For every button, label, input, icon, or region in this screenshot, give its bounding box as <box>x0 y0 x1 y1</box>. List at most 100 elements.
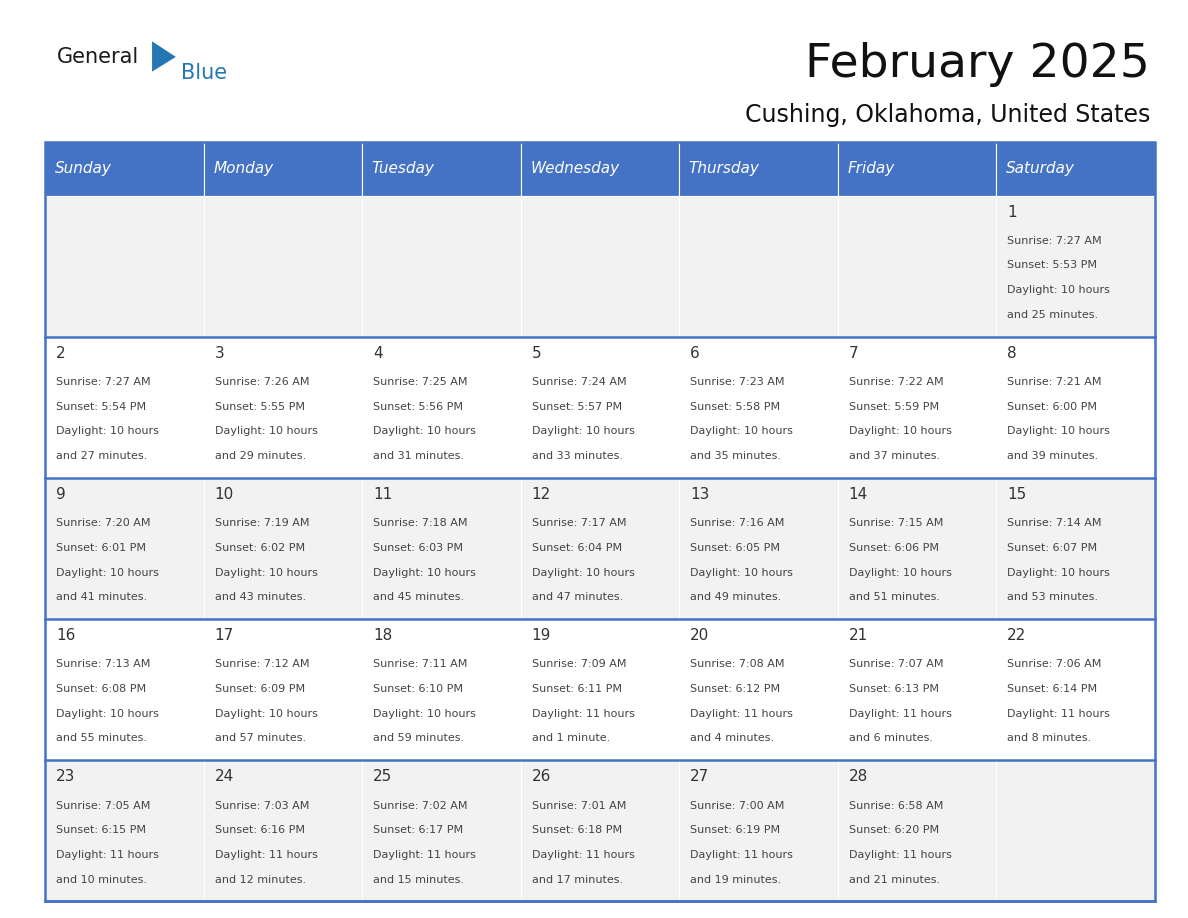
FancyBboxPatch shape <box>203 196 362 337</box>
Text: 9: 9 <box>56 487 67 502</box>
Text: and 31 minutes.: and 31 minutes. <box>373 451 465 461</box>
Text: 6: 6 <box>690 346 700 361</box>
FancyBboxPatch shape <box>680 142 838 196</box>
FancyBboxPatch shape <box>838 760 997 901</box>
Text: Sunrise: 7:17 AM: Sunrise: 7:17 AM <box>532 518 626 528</box>
Text: 10: 10 <box>215 487 234 502</box>
Text: February 2025: February 2025 <box>805 41 1150 87</box>
FancyBboxPatch shape <box>362 619 520 760</box>
Text: Daylight: 11 hours: Daylight: 11 hours <box>1007 709 1111 719</box>
Text: Sunrise: 7:16 AM: Sunrise: 7:16 AM <box>690 518 784 528</box>
Text: 2: 2 <box>56 346 65 361</box>
Text: and 43 minutes.: and 43 minutes. <box>215 592 305 602</box>
Text: Saturday: Saturday <box>1006 162 1075 176</box>
Text: Daylight: 11 hours: Daylight: 11 hours <box>373 850 476 860</box>
Text: and 21 minutes.: and 21 minutes. <box>848 875 940 885</box>
Text: Sunset: 6:14 PM: Sunset: 6:14 PM <box>1007 684 1098 694</box>
Text: and 19 minutes.: and 19 minutes. <box>690 875 782 885</box>
FancyBboxPatch shape <box>997 619 1155 760</box>
Text: 23: 23 <box>56 769 76 785</box>
FancyBboxPatch shape <box>203 337 362 478</box>
Text: Sunset: 5:53 PM: Sunset: 5:53 PM <box>1007 261 1098 271</box>
Text: Sunrise: 7:26 AM: Sunrise: 7:26 AM <box>215 377 309 387</box>
Text: 1: 1 <box>1007 205 1017 219</box>
FancyBboxPatch shape <box>520 196 680 337</box>
Text: and 51 minutes.: and 51 minutes. <box>848 592 940 602</box>
Text: Sunset: 6:04 PM: Sunset: 6:04 PM <box>532 543 621 553</box>
Text: 21: 21 <box>848 628 868 644</box>
Text: Sunrise: 7:13 AM: Sunrise: 7:13 AM <box>56 659 151 669</box>
Text: Sunset: 6:20 PM: Sunset: 6:20 PM <box>848 825 939 835</box>
Text: Sunrise: 7:19 AM: Sunrise: 7:19 AM <box>215 518 309 528</box>
Text: Daylight: 10 hours: Daylight: 10 hours <box>1007 567 1111 577</box>
Text: and 4 minutes.: and 4 minutes. <box>690 733 775 744</box>
Text: and 12 minutes.: and 12 minutes. <box>215 875 305 885</box>
Text: Sunset: 6:03 PM: Sunset: 6:03 PM <box>373 543 463 553</box>
Text: Sunrise: 7:27 AM: Sunrise: 7:27 AM <box>1007 236 1102 246</box>
Text: Blue: Blue <box>181 62 227 83</box>
FancyBboxPatch shape <box>45 196 203 337</box>
Text: Sunrise: 7:05 AM: Sunrise: 7:05 AM <box>56 800 151 811</box>
Text: Sunset: 5:55 PM: Sunset: 5:55 PM <box>215 402 305 411</box>
FancyBboxPatch shape <box>997 760 1155 901</box>
Text: Sunset: 6:11 PM: Sunset: 6:11 PM <box>532 684 621 694</box>
Text: and 6 minutes.: and 6 minutes. <box>848 733 933 744</box>
Text: Sunset: 6:17 PM: Sunset: 6:17 PM <box>373 825 463 835</box>
Text: and 35 minutes.: and 35 minutes. <box>690 451 782 461</box>
Text: 12: 12 <box>532 487 551 502</box>
Text: and 39 minutes.: and 39 minutes. <box>1007 451 1099 461</box>
FancyBboxPatch shape <box>362 337 520 478</box>
Text: Wednesday: Wednesday <box>530 162 619 176</box>
Text: and 33 minutes.: and 33 minutes. <box>532 451 623 461</box>
Text: and 59 minutes.: and 59 minutes. <box>373 733 465 744</box>
Text: 7: 7 <box>848 346 859 361</box>
Text: 24: 24 <box>215 769 234 785</box>
Text: and 55 minutes.: and 55 minutes. <box>56 733 147 744</box>
FancyBboxPatch shape <box>520 619 680 760</box>
Text: and 57 minutes.: and 57 minutes. <box>215 733 305 744</box>
FancyBboxPatch shape <box>997 478 1155 619</box>
Text: Sunrise: 7:25 AM: Sunrise: 7:25 AM <box>373 377 468 387</box>
Text: Sunrise: 7:22 AM: Sunrise: 7:22 AM <box>848 377 943 387</box>
Text: Daylight: 10 hours: Daylight: 10 hours <box>56 426 159 436</box>
Text: Daylight: 10 hours: Daylight: 10 hours <box>532 567 634 577</box>
Text: 19: 19 <box>532 628 551 644</box>
Text: Daylight: 10 hours: Daylight: 10 hours <box>848 567 952 577</box>
Text: 14: 14 <box>848 487 868 502</box>
Text: Daylight: 10 hours: Daylight: 10 hours <box>56 709 159 719</box>
Text: and 15 minutes.: and 15 minutes. <box>373 875 465 885</box>
FancyBboxPatch shape <box>45 337 203 478</box>
FancyBboxPatch shape <box>45 142 203 196</box>
Text: Daylight: 10 hours: Daylight: 10 hours <box>1007 426 1111 436</box>
Text: Cushing, Oklahoma, United States: Cushing, Oklahoma, United States <box>745 103 1150 127</box>
Text: Sunset: 6:09 PM: Sunset: 6:09 PM <box>215 684 305 694</box>
FancyBboxPatch shape <box>838 337 997 478</box>
Text: Sunset: 5:59 PM: Sunset: 5:59 PM <box>848 402 939 411</box>
Text: Daylight: 10 hours: Daylight: 10 hours <box>690 567 794 577</box>
Text: Sunrise: 7:06 AM: Sunrise: 7:06 AM <box>1007 659 1101 669</box>
Text: Daylight: 10 hours: Daylight: 10 hours <box>848 426 952 436</box>
Text: Sunrise: 7:02 AM: Sunrise: 7:02 AM <box>373 800 468 811</box>
Text: Thursday: Thursday <box>689 162 759 176</box>
Text: and 53 minutes.: and 53 minutes. <box>1007 592 1099 602</box>
Text: and 27 minutes.: and 27 minutes. <box>56 451 147 461</box>
Text: Sunset: 6:16 PM: Sunset: 6:16 PM <box>215 825 305 835</box>
Text: Daylight: 10 hours: Daylight: 10 hours <box>56 567 159 577</box>
Text: 26: 26 <box>532 769 551 785</box>
FancyBboxPatch shape <box>838 196 997 337</box>
Text: and 25 minutes.: and 25 minutes. <box>1007 310 1099 319</box>
FancyBboxPatch shape <box>362 760 520 901</box>
FancyBboxPatch shape <box>45 619 203 760</box>
Text: Sunrise: 7:11 AM: Sunrise: 7:11 AM <box>373 659 468 669</box>
Text: 13: 13 <box>690 487 709 502</box>
Text: Sunrise: 7:27 AM: Sunrise: 7:27 AM <box>56 377 151 387</box>
FancyBboxPatch shape <box>520 478 680 619</box>
Text: 3: 3 <box>215 346 225 361</box>
Text: Sunset: 6:15 PM: Sunset: 6:15 PM <box>56 825 146 835</box>
FancyBboxPatch shape <box>997 196 1155 337</box>
FancyBboxPatch shape <box>838 142 997 196</box>
Text: Sunrise: 7:08 AM: Sunrise: 7:08 AM <box>690 659 785 669</box>
FancyBboxPatch shape <box>680 760 838 901</box>
Text: Daylight: 11 hours: Daylight: 11 hours <box>532 709 634 719</box>
Text: and 8 minutes.: and 8 minutes. <box>1007 733 1092 744</box>
